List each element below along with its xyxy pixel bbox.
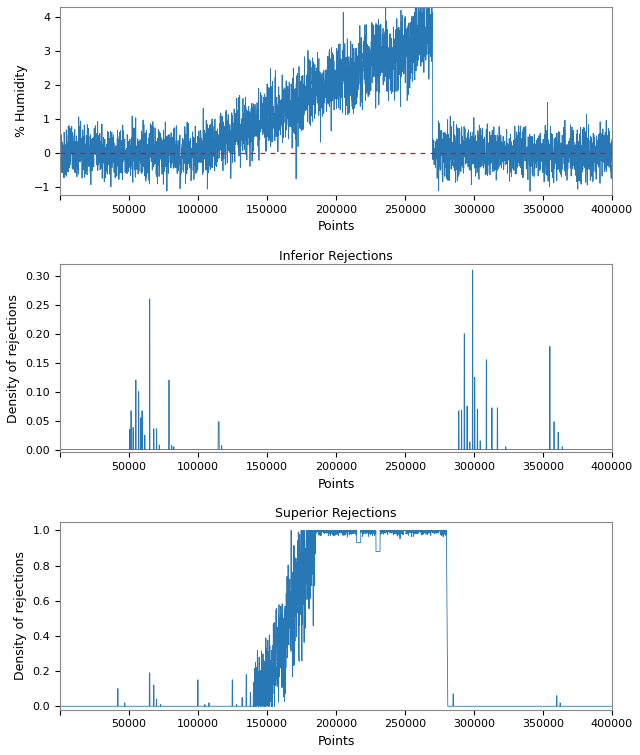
Title: Superior Rejections: Superior Rejections <box>275 507 397 520</box>
Title: Inferior Rejections: Inferior Rejections <box>279 250 393 263</box>
Y-axis label: Density of rejections: Density of rejections <box>7 294 20 423</box>
X-axis label: Points: Points <box>317 478 355 491</box>
Y-axis label: Density of rejections: Density of rejections <box>14 551 27 680</box>
X-axis label: Points: Points <box>317 735 355 748</box>
X-axis label: Points: Points <box>317 220 355 233</box>
Y-axis label: % Humidity: % Humidity <box>15 65 28 137</box>
